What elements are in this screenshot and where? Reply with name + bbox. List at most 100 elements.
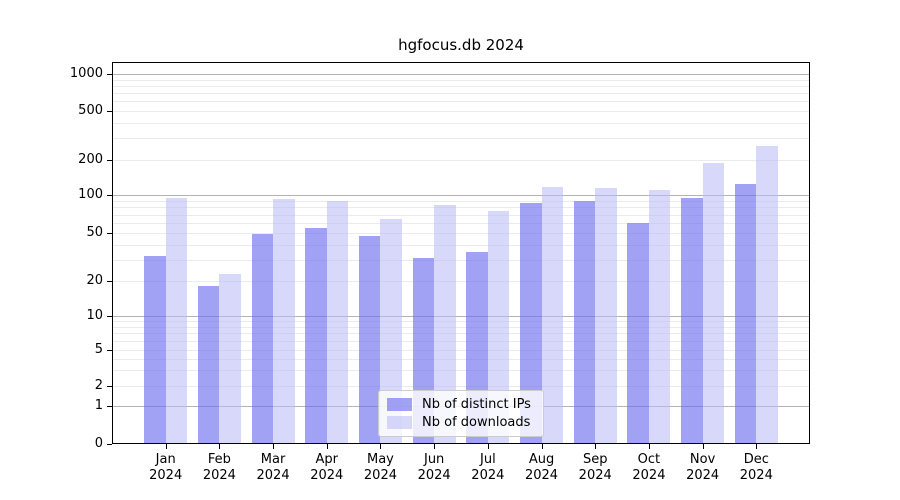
y-tick-label-1000: 1000 bbox=[69, 66, 103, 81]
bar-distinct-ips-feb bbox=[197, 286, 220, 444]
x-tick-jan bbox=[165, 444, 167, 449]
gridline-minor-4 bbox=[112, 358, 810, 360]
gridline-minor-800 bbox=[112, 85, 810, 87]
bar-downloads-aug bbox=[541, 186, 564, 444]
x-tick-jul bbox=[487, 444, 489, 449]
gridline-minor-700 bbox=[112, 93, 810, 95]
x-tick-label-apr: Apr 2024 bbox=[299, 452, 355, 484]
x-tick-year-oct: 2024 bbox=[632, 468, 666, 483]
gridline-major-1000 bbox=[112, 74, 810, 75]
x-tick-month-feb: Feb bbox=[207, 452, 231, 467]
x-tick-month-nov: Nov bbox=[689, 452, 716, 467]
x-tick-label-feb: Feb 2024 bbox=[191, 452, 247, 484]
x-tick-year-may: 2024 bbox=[363, 468, 397, 483]
x-tick-month-jun: Jun bbox=[423, 452, 445, 467]
x-tick-label-mar: Mar 2024 bbox=[245, 452, 301, 484]
legend-label-distinct-ips: Nb of distinct IPs bbox=[422, 397, 531, 412]
y-tick-label-1: 1 bbox=[94, 398, 103, 413]
x-tick-year-apr: 2024 bbox=[310, 468, 344, 483]
y-tick-label-50: 50 bbox=[86, 225, 103, 240]
gridline-minor-200 bbox=[112, 160, 810, 161]
bar-distinct-ips-aug bbox=[520, 202, 542, 444]
gridline-minor-20 bbox=[112, 281, 810, 282]
gridline-minor-90 bbox=[112, 200, 810, 202]
y-tick-label-500: 500 bbox=[78, 103, 103, 118]
y-tick-200 bbox=[107, 160, 112, 161]
gridline-minor-50 bbox=[112, 233, 810, 234]
gridline-minor-500 bbox=[112, 111, 810, 112]
gridline-minor-400 bbox=[112, 122, 810, 124]
y-tick-label-0: 0 bbox=[94, 436, 103, 451]
bar-downloads-mar bbox=[273, 198, 295, 444]
bar-downloads-apr bbox=[326, 201, 349, 444]
bar-distinct-ips-may bbox=[358, 236, 381, 444]
x-tick-year-sep: 2024 bbox=[578, 468, 612, 483]
y-tick-2 bbox=[107, 386, 112, 387]
bar-distinct-ips-oct bbox=[627, 223, 649, 444]
y-tick-label-200: 200 bbox=[78, 152, 103, 167]
x-tick-month-aug: Aug bbox=[528, 452, 555, 467]
x-tick-may bbox=[380, 444, 382, 449]
x-tick-nov bbox=[702, 444, 704, 449]
x-tick-year-mar: 2024 bbox=[256, 468, 290, 483]
legend-label-downloads: Nb of downloads bbox=[422, 415, 531, 430]
legend-item-downloads: Nb of downloads bbox=[387, 415, 535, 430]
gridline-minor-40 bbox=[112, 244, 810, 246]
bar-distinct-ips-jan bbox=[144, 256, 166, 444]
gridline-minor-9 bbox=[112, 321, 810, 323]
gridline-minor-600 bbox=[112, 101, 810, 103]
bar-downloads-jun bbox=[434, 204, 456, 444]
x-tick-label-jul: Jul 2024 bbox=[460, 452, 516, 484]
gridline-major-10 bbox=[112, 316, 810, 317]
x-tick-label-aug: Aug 2024 bbox=[514, 452, 570, 484]
y-tick-label-2: 2 bbox=[94, 378, 103, 393]
gridline-minor-80 bbox=[112, 207, 810, 209]
x-tick-month-apr: Apr bbox=[315, 452, 339, 467]
bar-downloads-sep bbox=[595, 187, 617, 444]
x-tick-apr bbox=[326, 444, 328, 449]
x-tick-feb bbox=[219, 444, 221, 449]
bar-downloads-dec bbox=[756, 145, 778, 444]
gridline-major-100 bbox=[112, 195, 810, 196]
legend-swatch-downloads bbox=[387, 416, 412, 429]
bar-downloads-jan bbox=[165, 197, 188, 444]
bar-downloads-may bbox=[380, 218, 402, 444]
x-tick-month-sep: Sep bbox=[582, 452, 608, 467]
x-tick-month-jan: Jan bbox=[155, 452, 176, 467]
gridline-minor-8 bbox=[112, 326, 810, 328]
bar-distinct-ips-dec bbox=[734, 183, 757, 444]
gridline-minor-5 bbox=[112, 350, 810, 351]
gridline-minor-7 bbox=[112, 333, 810, 335]
gridline-minor-900 bbox=[112, 79, 810, 81]
x-tick-month-may: May bbox=[367, 452, 394, 467]
y-tick-5 bbox=[107, 350, 112, 351]
y-tick-1 bbox=[107, 406, 112, 407]
x-tick-dec bbox=[756, 444, 758, 449]
x-tick-mar bbox=[273, 444, 275, 449]
gridline-minor-3 bbox=[112, 370, 810, 372]
y-tick-label-5: 5 bbox=[94, 342, 103, 357]
bar-distinct-ips-sep bbox=[573, 200, 596, 444]
gridline-minor-6 bbox=[112, 341, 810, 343]
legend-swatch-distinct-ips bbox=[387, 398, 412, 411]
y-tick-label-100: 100 bbox=[78, 187, 103, 202]
legend-item-distinct-ips: Nb of distinct IPs bbox=[387, 397, 535, 412]
x-tick-year-aug: 2024 bbox=[524, 468, 559, 483]
x-tick-label-dec: Dec 2024 bbox=[728, 452, 784, 484]
x-tick-month-dec: Dec bbox=[743, 452, 769, 467]
x-tick-label-sep: Sep 2024 bbox=[567, 452, 623, 484]
x-tick-year-jul: 2024 bbox=[471, 468, 505, 483]
x-tick-year-jan: 2024 bbox=[149, 468, 183, 483]
x-tick-year-feb: 2024 bbox=[202, 468, 236, 483]
gridline-minor-70 bbox=[112, 214, 810, 216]
x-tick-label-may: May 2024 bbox=[352, 452, 408, 484]
x-tick-label-oct: Oct 2024 bbox=[621, 452, 677, 484]
x-tick-label-jan: Jan 2024 bbox=[138, 452, 194, 484]
plot-area bbox=[112, 62, 810, 444]
bar-downloads-jul bbox=[487, 210, 510, 444]
x-tick-label-nov: Nov 2024 bbox=[675, 452, 731, 484]
y-tick-1000 bbox=[107, 74, 112, 75]
bar-downloads-nov bbox=[702, 162, 725, 444]
x-tick-month-jul: Jul bbox=[480, 452, 496, 467]
